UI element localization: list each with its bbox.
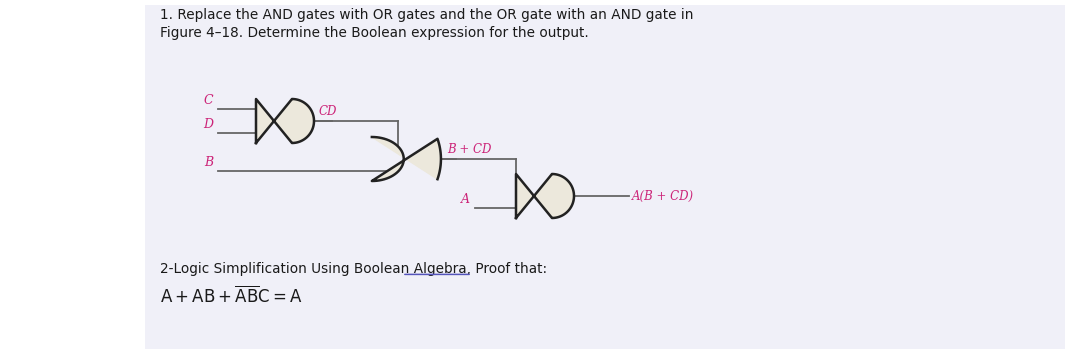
Polygon shape <box>516 174 573 218</box>
Text: 1. Replace the AND gates with OR gates and the OR gate with an AND gate in: 1. Replace the AND gates with OR gates a… <box>160 8 693 22</box>
Text: B + CD: B + CD <box>447 143 491 156</box>
Polygon shape <box>256 99 314 143</box>
FancyBboxPatch shape <box>145 5 1065 349</box>
Text: $\mathsf{A + AB +\overline{AB}C = A}$: $\mathsf{A + AB +\overline{AB}C = A}$ <box>160 286 303 307</box>
Polygon shape <box>372 137 441 181</box>
Text: C: C <box>203 94 213 107</box>
Text: CD: CD <box>319 105 337 118</box>
Text: B: B <box>204 156 213 169</box>
Text: A: A <box>461 193 470 206</box>
Text: 2-Logic Simplification Using Boolean Algebra, Proof that:: 2-Logic Simplification Using Boolean Alg… <box>160 262 548 276</box>
Text: D: D <box>203 118 213 131</box>
Text: Figure 4–18. Determine the Boolean expression for the output.: Figure 4–18. Determine the Boolean expre… <box>160 26 589 40</box>
Text: A(B + CD): A(B + CD) <box>632 189 694 202</box>
